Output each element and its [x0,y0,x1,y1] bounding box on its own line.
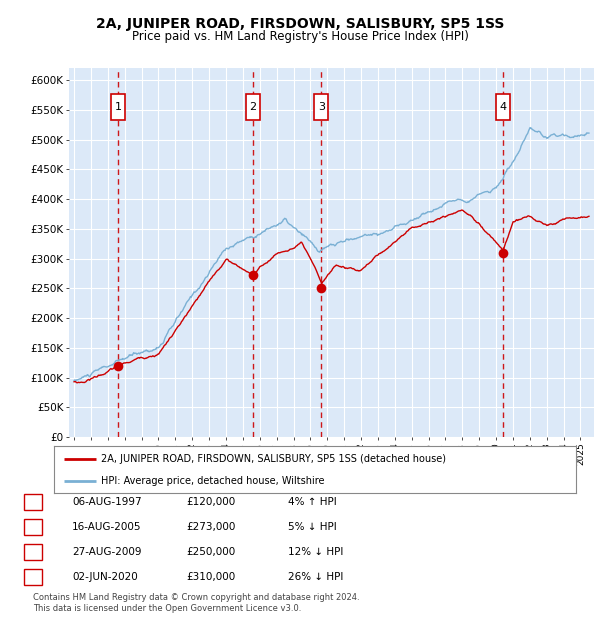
Text: 2: 2 [29,522,37,532]
FancyBboxPatch shape [496,94,510,120]
Text: 2A, JUNIPER ROAD, FIRSDOWN, SALISBURY, SP5 1SS (detached house): 2A, JUNIPER ROAD, FIRSDOWN, SALISBURY, S… [101,454,446,464]
Text: 2: 2 [250,102,257,112]
Text: 16-AUG-2005: 16-AUG-2005 [72,522,142,532]
Text: 4: 4 [500,102,507,112]
Text: £310,000: £310,000 [186,572,235,582]
Text: 4: 4 [29,572,37,582]
Text: Price paid vs. HM Land Registry's House Price Index (HPI): Price paid vs. HM Land Registry's House … [131,30,469,43]
FancyBboxPatch shape [111,94,125,120]
Text: 26% ↓ HPI: 26% ↓ HPI [288,572,343,582]
FancyBboxPatch shape [246,94,260,120]
Text: 12% ↓ HPI: 12% ↓ HPI [288,547,343,557]
Text: Contains HM Land Registry data © Crown copyright and database right 2024.
This d: Contains HM Land Registry data © Crown c… [33,593,359,613]
FancyBboxPatch shape [314,94,328,120]
Text: 2A, JUNIPER ROAD, FIRSDOWN, SALISBURY, SP5 1SS: 2A, JUNIPER ROAD, FIRSDOWN, SALISBURY, S… [96,17,504,32]
Text: 4% ↑ HPI: 4% ↑ HPI [288,497,337,507]
Text: 3: 3 [29,547,37,557]
Text: 06-AUG-1997: 06-AUG-1997 [72,497,142,507]
Text: £273,000: £273,000 [186,522,235,532]
Text: 02-JUN-2020: 02-JUN-2020 [72,572,138,582]
Text: 1: 1 [29,497,37,507]
Text: 1: 1 [115,102,121,112]
Text: 3: 3 [318,102,325,112]
Text: £250,000: £250,000 [186,547,235,557]
Text: 27-AUG-2009: 27-AUG-2009 [72,547,142,557]
Text: 5% ↓ HPI: 5% ↓ HPI [288,522,337,532]
Text: £120,000: £120,000 [186,497,235,507]
Text: HPI: Average price, detached house, Wiltshire: HPI: Average price, detached house, Wilt… [101,476,325,486]
